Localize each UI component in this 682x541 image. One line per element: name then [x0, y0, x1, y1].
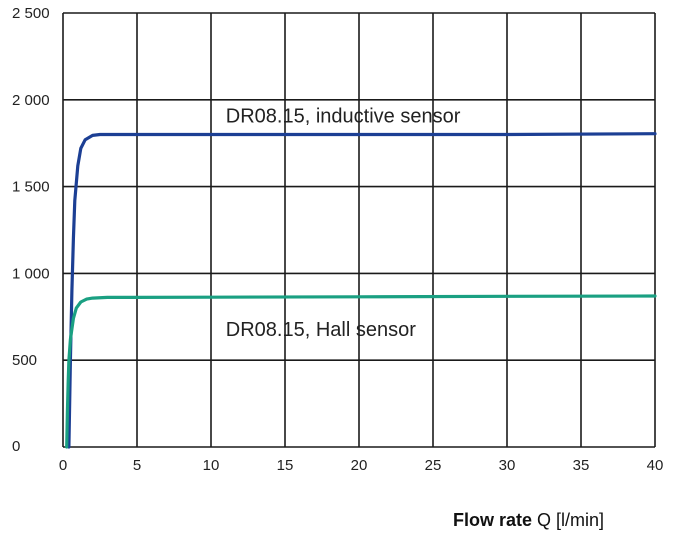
y-tick-label-0: 0 — [12, 438, 20, 455]
series-line-1 — [65, 294, 657, 449]
y-tick-label-5: 2 500 — [12, 5, 50, 22]
grid — [62, 12, 656, 448]
y-tick-label-4: 2 000 — [12, 92, 50, 109]
y-tick-label-1: 500 — [12, 352, 37, 369]
tick-labels: 0 5 10 15 20 25 30 35 40 0 500 1 000 1 500 2 000 2 500 — [12, 5, 663, 474]
series-labels: DR08.15, inductive sensor DR08.15, Hall s… — [226, 105, 461, 341]
x-tick-label-0: 0 — [59, 457, 67, 474]
x-axis-label-bold: Flow rate — [453, 510, 532, 530]
series-lines — [65, 132, 657, 449]
x-tick-label-6: 30 — [499, 457, 516, 474]
x-tick-label-5: 25 — [425, 457, 442, 474]
x-tick-label-3: 15 — [277, 457, 294, 474]
x-axis-label: Flow rate Q [l/min] — [453, 510, 604, 530]
x-tick-label-8: 40 — [647, 457, 664, 474]
y-tick-label-3: 1 500 — [12, 179, 50, 196]
x-axis-label-rest: Q [l/min] — [532, 510, 604, 530]
series-label-1: DR08.15, Hall sensor — [226, 319, 416, 341]
y-tick-label-2: 1 000 — [12, 265, 50, 282]
series-label-0: DR08.15, inductive sensor — [226, 105, 461, 127]
x-tick-label-7: 35 — [573, 457, 590, 474]
x-tick-label-2: 10 — [203, 457, 220, 474]
x-tick-label-4: 20 — [351, 457, 368, 474]
x-tick-label-1: 5 — [133, 457, 141, 474]
series-line-0 — [67, 132, 657, 449]
